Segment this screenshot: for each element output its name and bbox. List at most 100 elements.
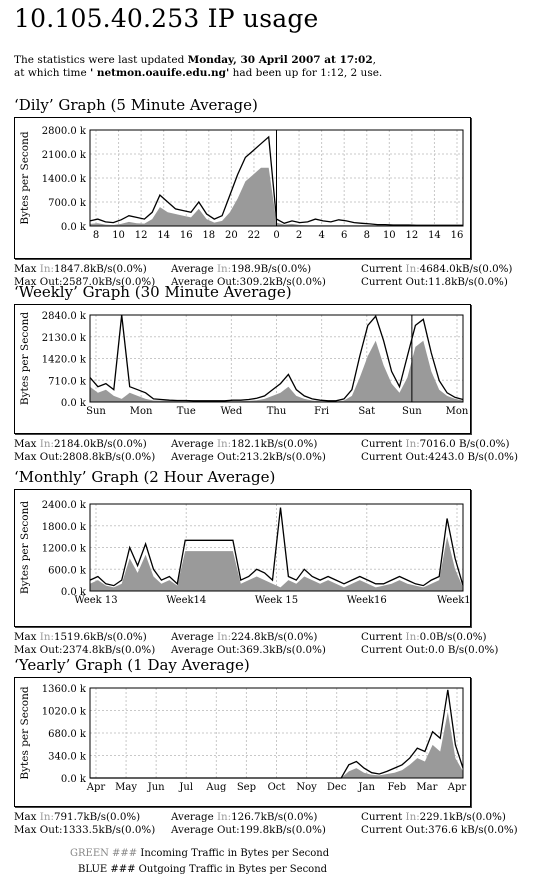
stat-cell: Max Out:1333.5kB/s(0.0%) bbox=[14, 824, 155, 837]
chart-svg: Bytes per Second 0.0 k 600.0 k 1200.0 k 1800… bbox=[19, 500, 470, 606]
stat-label: Average Out: bbox=[171, 451, 240, 463]
x-tick-label: 22 bbox=[248, 230, 261, 241]
graph-stats: Max In:1519.6kB/s(0.0%) Average In:224.8k… bbox=[14, 631, 534, 657]
stat-cell: Average In:198.9B/s(0.0%) bbox=[171, 263, 311, 276]
series-in-area bbox=[90, 340, 463, 402]
x-tick-label: 14 bbox=[157, 230, 170, 241]
graph-frame: Bytes per Second 0.0 k 700.0 k 1400.0 k 2100… bbox=[14, 117, 471, 259]
x-tick-label: Apr bbox=[86, 782, 106, 793]
graph-title: ‘Yearly’ Graph (1 Day Average) bbox=[14, 656, 250, 674]
legend-green-text: Incoming Traffic in Bytes per Second bbox=[137, 848, 330, 859]
graph-frame: Bytes per Second 0.0 k 340.0 k 680.0 k 1020.… bbox=[14, 677, 471, 807]
intro-date: Monday, 30 April 2007 at 17:02 bbox=[187, 54, 373, 66]
stat-label: Average Out: bbox=[171, 824, 240, 836]
stat-value: 369.3kB/s(0.0%) bbox=[239, 644, 326, 656]
stat-cell: Current In:0.0B/s(0.0%) bbox=[361, 631, 487, 644]
series-out-line bbox=[89, 314, 464, 402]
graph-monthly: ‘Monthly’ Graph (2 Hour Average) Bytes pe… bbox=[14, 468, 534, 657]
graph-title: ‘Dily’ Graph (5 Minute Average) bbox=[14, 96, 258, 114]
legend-green-label: GREEN ### bbox=[70, 848, 138, 859]
x-tick-label: May bbox=[115, 782, 137, 793]
stat-in-label: In: bbox=[405, 263, 420, 275]
x-tick-label: 6 bbox=[341, 230, 347, 241]
stat-cell: Current In:229.1kB/s(0.0%) bbox=[361, 811, 506, 824]
x-tick-label: Sat bbox=[358, 406, 375, 417]
y-tick-label: 0.0 k bbox=[61, 774, 87, 785]
x-tick-label: Oct bbox=[268, 782, 286, 793]
x-tick-label: Jan bbox=[358, 782, 376, 793]
intro-middle: , bbox=[372, 54, 377, 66]
stat-label: Current Out: bbox=[361, 451, 429, 463]
stat-label: Max bbox=[14, 811, 40, 823]
plot-border bbox=[89, 314, 464, 403]
stat-cell: Max In:2184.0kB/s(0.0%) bbox=[14, 438, 147, 451]
x-tick-label: 18 bbox=[202, 230, 215, 241]
x-tick-label: Week17 bbox=[437, 595, 470, 606]
stat-cell: Average In:126.7kB/s(0.0%) bbox=[171, 811, 317, 824]
x-tick-label: 12 bbox=[406, 230, 419, 241]
stat-value: 0.0B/s(0.0%) bbox=[419, 631, 487, 643]
x-tick-label: Jul bbox=[178, 782, 193, 793]
series-in-area bbox=[90, 536, 463, 591]
y-tick-label: 700.0 k bbox=[48, 198, 87, 209]
stat-value: 182.1kB/s(0.0%) bbox=[231, 438, 318, 450]
stat-cell: Current Out:4243.0 B/s(0.0%) bbox=[361, 451, 518, 464]
y-tick-label: 2840.0 k bbox=[42, 311, 87, 322]
series-in-area bbox=[90, 711, 463, 778]
y-tick-label: 2130.0 k bbox=[42, 333, 87, 344]
stats-row-out: Max Out:2374.8kB/s(0.0%) Average Out:369.… bbox=[14, 644, 534, 657]
stat-value: 1847.8kB/s(0.0%) bbox=[53, 263, 147, 275]
stat-cell: Max In:1519.6kB/s(0.0%) bbox=[14, 631, 147, 644]
stats-row-in: Max In:2184.0kB/s(0.0%) Average In:182.1k… bbox=[14, 438, 534, 451]
series-out-line bbox=[89, 507, 464, 587]
y-axis-label: Bytes per Second bbox=[19, 312, 31, 405]
stat-label: Current Out: bbox=[361, 276, 429, 288]
y-tick-label: 2800.0 k bbox=[42, 126, 87, 137]
stat-value: 376.6 kB/s(0.0%) bbox=[428, 824, 518, 836]
x-tick-label: 8 bbox=[93, 230, 99, 241]
legend-blue-label: BLUE ### bbox=[78, 864, 136, 875]
x-tick-label: Wed bbox=[220, 406, 242, 417]
stat-value: 229.1kB/s(0.0%) bbox=[419, 811, 506, 823]
stat-label: Max bbox=[14, 438, 40, 450]
x-tick-label: Week16 bbox=[347, 595, 387, 606]
stat-in-label: In: bbox=[216, 263, 232, 275]
stat-in-label: In: bbox=[216, 631, 232, 643]
stat-label: Max Out: bbox=[14, 276, 63, 288]
intro-host: ' netmon.oauife.edu.ng' bbox=[90, 67, 230, 79]
stat-cell: Current In:4684.0kB/s(0.0%) bbox=[361, 263, 512, 276]
stat-cell: Max In:791.7kB/s(0.0%) bbox=[14, 811, 140, 824]
stat-value: 791.7kB/s(0.0%) bbox=[53, 811, 141, 823]
update-info: The statistics were last updated Monday,… bbox=[14, 54, 382, 80]
stat-cell: Average Out:213.2kB/s(0.0%) bbox=[171, 451, 326, 464]
stat-value: 4684.0kB/s(0.0%) bbox=[419, 263, 513, 275]
x-tick-label: Week 15 bbox=[255, 595, 298, 606]
stat-label: Max bbox=[14, 631, 40, 643]
intro-uptime: had been up for 1:12, 2 use. bbox=[229, 67, 383, 79]
stats-row-out: Max Out:2808.8kB/s(0.0%) Average Out:213.… bbox=[14, 451, 534, 464]
x-tick-label: Fri bbox=[314, 406, 329, 417]
stat-value: 7016.0 B/s(0.0%) bbox=[419, 438, 510, 450]
y-tick-label: 0.0 k bbox=[61, 222, 87, 233]
x-tick-label: Dec bbox=[327, 782, 347, 793]
intro-prefix: The statistics were last updated bbox=[14, 54, 188, 66]
stat-cell: Max In:1847.8kB/s(0.0%) bbox=[14, 263, 147, 276]
y-tick-label: 2100.0 k bbox=[42, 150, 87, 161]
graph-stats: Max In:2184.0kB/s(0.0%) Average In:182.1k… bbox=[14, 438, 534, 464]
stat-value: 2184.0kB/s(0.0%) bbox=[53, 438, 147, 450]
x-tick-label: Mar bbox=[416, 782, 437, 793]
stat-label: Average bbox=[171, 263, 217, 275]
stat-in-label: In: bbox=[216, 438, 232, 450]
stat-cell: Average In:224.8kB/s(0.0%) bbox=[171, 631, 317, 644]
stat-in-label: In: bbox=[405, 811, 420, 823]
stat-value: 213.2kB/s(0.0%) bbox=[239, 451, 326, 463]
x-tick-label: Jun bbox=[147, 782, 165, 793]
x-tick-label: Sun bbox=[86, 406, 106, 417]
x-tick-label: 12 bbox=[135, 230, 148, 241]
stat-label: Average Out: bbox=[171, 276, 240, 288]
x-tick-label: 10 bbox=[383, 230, 396, 241]
x-tick-label: 4 bbox=[318, 230, 324, 241]
stat-cell: Max Out:2587.0kB/s(0.0%) bbox=[14, 276, 155, 289]
stat-value: 198.9B/s(0.0%) bbox=[231, 263, 312, 275]
intro-line2-prefix: at which time bbox=[14, 67, 90, 79]
